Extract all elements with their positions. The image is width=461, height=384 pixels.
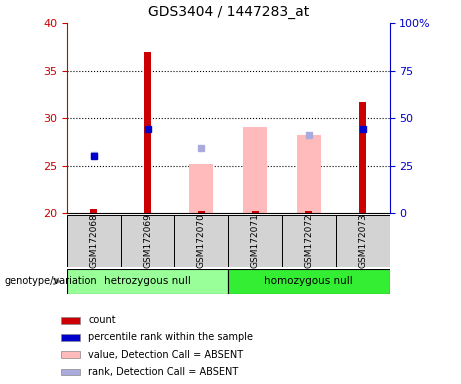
FancyBboxPatch shape (228, 215, 282, 267)
Bar (144, 51, 151, 213)
Bar (61, 369, 80, 375)
FancyBboxPatch shape (282, 215, 336, 267)
Bar (243, 127, 267, 213)
Bar (90, 209, 97, 213)
Text: GSM172072: GSM172072 (304, 214, 313, 268)
Text: GSM172068: GSM172068 (89, 214, 98, 268)
Bar (297, 135, 321, 213)
Bar (359, 102, 366, 213)
Bar (305, 211, 313, 213)
Text: rank, Detection Call = ABSENT: rank, Detection Call = ABSENT (88, 367, 238, 377)
FancyBboxPatch shape (67, 269, 228, 294)
Text: count: count (88, 315, 116, 325)
Bar (61, 317, 80, 324)
FancyBboxPatch shape (174, 215, 228, 267)
Bar (61, 334, 80, 341)
FancyBboxPatch shape (121, 215, 174, 267)
FancyBboxPatch shape (228, 269, 390, 294)
Title: GDS3404 / 1447283_at: GDS3404 / 1447283_at (148, 5, 309, 19)
Text: percentile rank within the sample: percentile rank within the sample (88, 333, 253, 343)
Text: homozygous null: homozygous null (265, 276, 353, 286)
Text: genotype/variation: genotype/variation (5, 276, 97, 286)
Bar (198, 211, 205, 213)
Bar (61, 351, 80, 358)
FancyBboxPatch shape (336, 215, 390, 267)
Text: GSM172071: GSM172071 (251, 214, 260, 268)
Text: value, Detection Call = ABSENT: value, Detection Call = ABSENT (88, 350, 243, 360)
FancyBboxPatch shape (67, 215, 121, 267)
Text: hetrozygous null: hetrozygous null (104, 276, 191, 286)
Text: GSM172070: GSM172070 (197, 214, 206, 268)
Bar (252, 211, 259, 213)
Text: GSM172069: GSM172069 (143, 214, 152, 268)
Text: GSM172073: GSM172073 (358, 214, 367, 268)
Bar (189, 164, 213, 213)
